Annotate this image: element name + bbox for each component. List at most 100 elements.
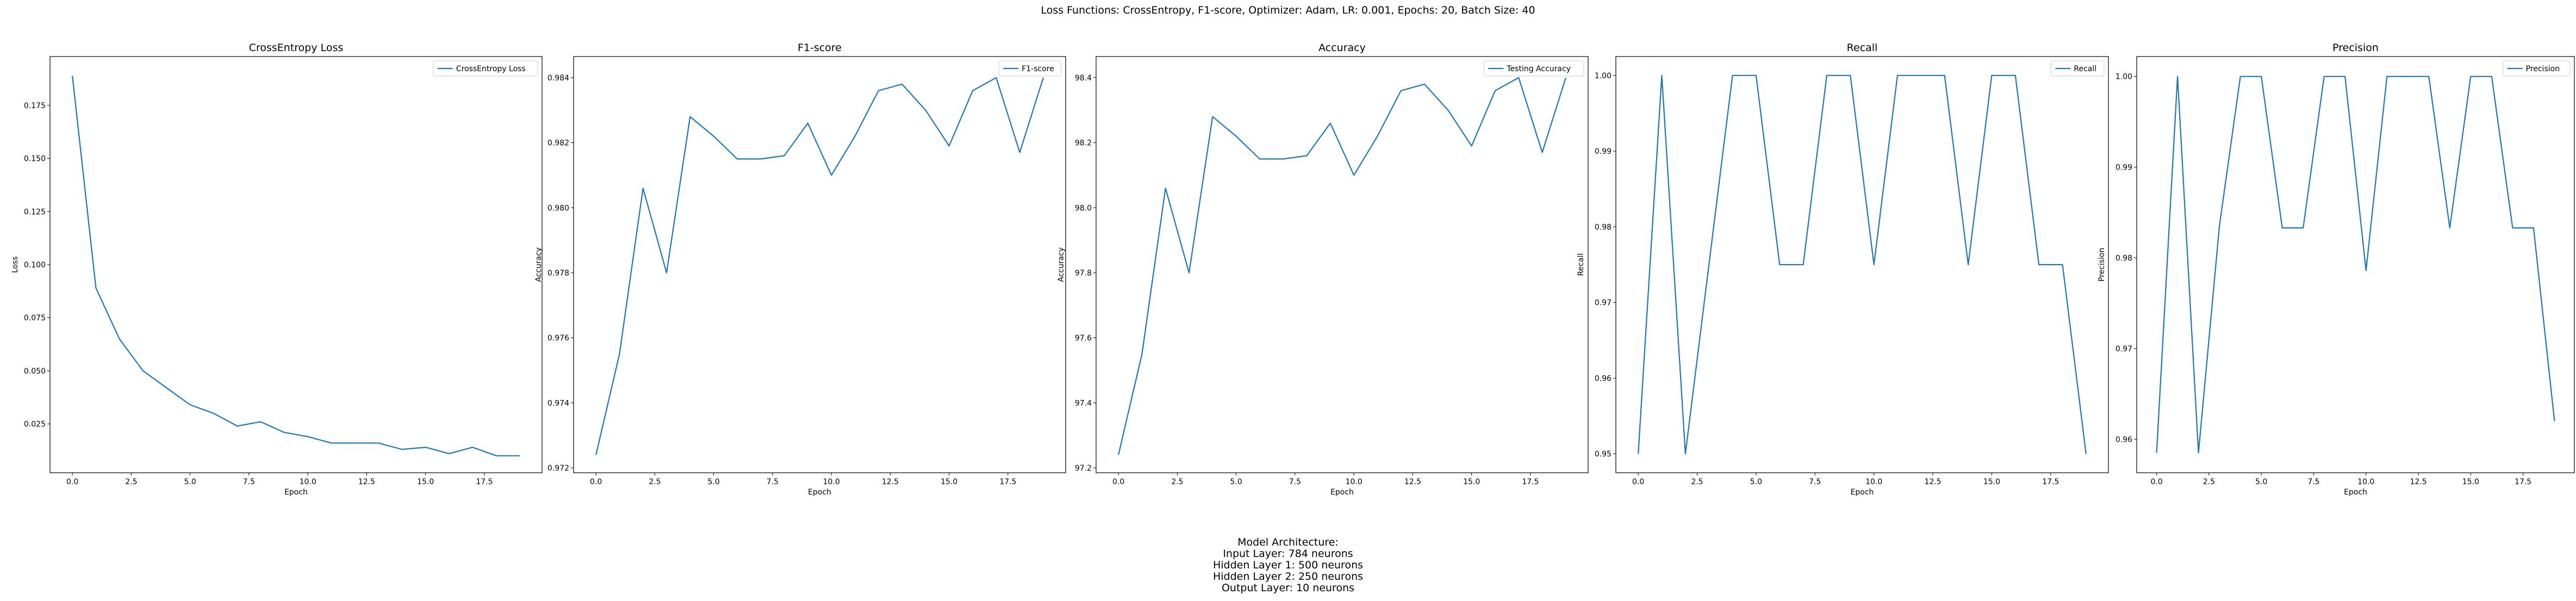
x-tick-label: 17.5 [999,478,1016,486]
y-tick-label: 98.2 [1075,139,1092,148]
y-tick-label: 0.96 [1595,374,1611,383]
y-tick-label: 0.175 [24,102,46,110]
x-tick-label: 5.0 [1750,478,1762,486]
x-tick-label: 10.0 [300,478,316,486]
x-tick-label: 15.0 [1983,478,2000,486]
subplot-3: Accuracy 0.0 2.5 5.0 7.5 10.0 12.5 15.0 17.5 97.2… [1057,42,1589,497]
legend-label: Testing Accuracy [1506,65,1571,73]
architecture-line: Model Architecture: [1237,536,1339,548]
architecture-line: Hidden Layer 1: 500 neurons [1212,559,1364,571]
legend-label: F1-score [1022,65,1054,73]
y-tick-label: 98.0 [1075,204,1092,212]
x-tick-label: 5.0 [1230,478,1242,486]
y-axis-label: Accuracy [534,247,543,282]
axes-frame [573,56,1066,473]
y-tick-label: 0.075 [24,314,46,323]
architecture-line: Hidden Layer 2: 250 neurons [1212,571,1364,583]
y-tick-label: 97.8 [1075,269,1092,278]
y-tick-label: 0.978 [547,269,569,278]
architecture-line: Input Layer: 784 neurons [1223,548,1353,560]
series-line [72,76,520,456]
y-tick-label: 0.96 [2115,435,2132,444]
y-tick-label: 0.97 [1595,299,1611,308]
x-tick-label: 2.5 [1171,478,1183,486]
legend-label: Recall [2074,65,2096,73]
x-tick-label: 7.5 [2307,478,2319,486]
y-axis-label: Recall [1577,253,1585,276]
x-tick-label: 7.5 [767,478,779,486]
x-tick-label: 0.0 [590,478,602,486]
x-tick-label: 7.5 [1809,478,1821,486]
x-tick-label: 15.0 [417,478,434,486]
y-tick-label: 98.4 [1075,74,1092,83]
y-tick-label: 0.984 [547,74,569,83]
x-tick-label: 12.5 [358,478,375,486]
x-tick-label: 2.5 [2203,478,2215,486]
y-tick-label: 97.6 [1075,334,1092,343]
x-tick-label: 10.0 [1346,478,1362,486]
x-tick-label: 15.0 [1463,478,1480,486]
y-tick-label: 0.99 [1595,147,1611,156]
y-tick-label: 0.980 [547,204,569,212]
x-tick-label: 17.5 [476,478,493,486]
y-tick-label: 0.98 [2115,254,2132,262]
legend-label: Precision [2526,65,2560,73]
x-tick-label: 17.5 [1522,478,1539,486]
y-tick-label: 0.97 [2115,345,2132,353]
x-axis-label: Epoch [284,488,308,497]
legend-box [433,60,538,77]
y-tick-label: 0.98 [1595,223,1611,231]
axes-frame [49,56,543,473]
x-tick-label: 10.0 [1865,478,1882,486]
axes-frame [1096,56,1589,473]
y-axis-label: Loss [11,256,20,273]
x-axis-label: Epoch [1330,488,1354,497]
plot-title: Recall [1847,42,1878,54]
y-tick-label: 0.150 [24,155,46,164]
x-tick-label: 10.0 [2357,478,2374,486]
plot-title: Accuracy [1318,42,1366,54]
series-line [595,77,1044,455]
x-tick-label: 12.5 [2410,478,2426,486]
series-line [1118,77,1566,455]
x-tick-label: 15.0 [941,478,957,486]
architecture-line: Output Layer: 10 neurons [1221,582,1355,594]
y-tick-label: 0.99 [2115,164,2132,172]
y-tick-label: 1.00 [2115,73,2132,82]
plot-title: Precision [2332,42,2379,54]
legend-label: CrossEntropy Loss [456,65,526,73]
legend-box [2050,60,2105,77]
subplot-4: Recall 0.0 2.5 5.0 7.5 10.0 12.5 15.0 17.5 0.95 0.… [1577,42,2109,497]
legend-box [2503,60,2571,77]
y-tick-label: 0.050 [24,367,46,375]
x-tick-label: 5.0 [2255,478,2267,486]
x-tick-label: 2.5 [125,478,137,486]
x-tick-label: 12.5 [1404,478,1421,486]
x-tick-label: 5.0 [184,478,196,486]
plot-title: CrossEntropy Loss [249,42,344,54]
series-line [2156,76,2555,454]
y-tick-label: 0.976 [547,334,569,343]
series-line [1638,74,2087,455]
y-axis-label: Precision [2098,248,2106,281]
legend-box [998,60,1062,77]
y-axis-label: Accuracy [1057,247,1066,282]
x-tick-label: 12.5 [1924,478,1941,486]
legend-box [1483,60,1584,77]
y-tick-label: 0.025 [24,420,46,429]
x-tick-label: 17.5 [2515,478,2531,486]
x-tick-label: 15.0 [2462,478,2479,486]
x-tick-label: 5.0 [708,478,720,486]
y-tick-label: 0.100 [24,261,46,270]
x-tick-label: 0.0 [66,478,78,486]
subplot-5: Precision 0.0 2.5 5.0 7.5 10.0 12.5 15.0 17.5 0.9… [2098,42,2575,497]
y-tick-label: 0.972 [547,464,569,473]
x-axis-label: Epoch [1851,488,1874,497]
x-tick-label: 17.5 [2042,478,2059,486]
x-tick-label: 10.0 [823,478,840,486]
axes-frame [2136,56,2575,473]
plot-title: F1-score [798,42,842,54]
x-tick-label: 7.5 [1289,478,1301,486]
x-tick-label: 0.0 [1632,478,1644,486]
